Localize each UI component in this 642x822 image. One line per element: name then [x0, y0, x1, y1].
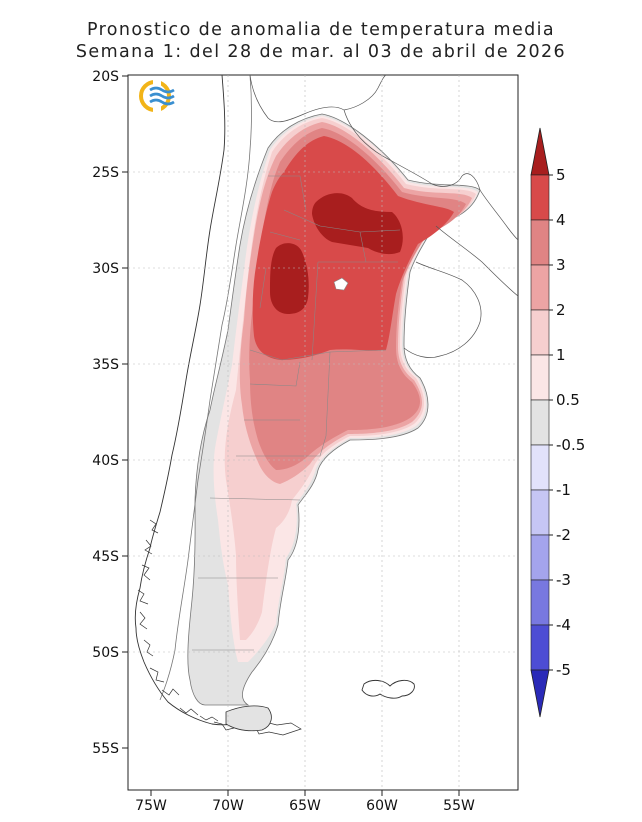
colorbar-label: 1 — [556, 346, 566, 364]
lat-label: 45S — [92, 549, 119, 565]
map-title: Pronostico de anomalia de temperatura me… — [86, 20, 556, 40]
axis-ticks — [122, 75, 460, 796]
lon-label: 60W — [366, 798, 398, 814]
colorbar-bin — [530, 534, 550, 581]
map-field — [128, 75, 518, 790]
lat-label: 35S — [92, 357, 119, 373]
lon-label: 75W — [135, 798, 167, 814]
colorbar-bin — [530, 444, 550, 491]
colorbar-label: -0.5 — [556, 436, 585, 454]
colorbar-label: 5 — [556, 166, 566, 184]
latitude-labels: 20S 25S 30S 35S 40S 45S 50S 55S — [92, 69, 119, 757]
chile-coastline — [134, 75, 251, 726]
colorbar-bin — [530, 219, 550, 266]
paraguay-border — [343, 75, 463, 187]
anomaly-zone-5-west — [270, 243, 309, 314]
tierra-del-fuego — [225, 705, 272, 732]
uruguay-border — [403, 261, 482, 358]
colorbar-bin — [530, 309, 550, 356]
colorbar-label: 0.5 — [556, 391, 580, 409]
colorbar-bin — [530, 174, 550, 221]
weather-service-logo-icon — [139, 80, 175, 112]
lat-label: 25S — [92, 165, 119, 181]
colorbar-bin — [530, 264, 550, 311]
longitude-labels: 75W 70W 65W 60W 55W — [135, 798, 475, 814]
lon-label: 65W — [289, 798, 321, 814]
chile-islands — [137, 519, 302, 736]
brazil-border — [435, 173, 518, 297]
chile-outline — [159, 75, 252, 701]
anomaly-zone-5-north — [312, 193, 403, 255]
colorbar-bottom-arrow — [530, 669, 550, 718]
malvinas-islands — [361, 679, 415, 699]
no-data-patch — [333, 277, 349, 291]
colorbar-bin — [530, 489, 550, 536]
lat-label: 55S — [92, 741, 119, 757]
colorbar-label: -4 — [556, 616, 571, 634]
colorbar-label: 4 — [556, 211, 566, 229]
colorbar-label: -1 — [556, 481, 571, 499]
province-borders — [192, 175, 401, 651]
graticule — [128, 75, 518, 790]
lat-label: 20S — [92, 69, 119, 85]
colorbar-bin — [530, 624, 550, 671]
colorbar-label: -2 — [556, 526, 571, 544]
lon-label: 70W — [212, 798, 244, 814]
colorbar-label: 3 — [556, 256, 566, 274]
colorbar-label: 2 — [556, 301, 566, 319]
colorbar-top-arrow — [530, 127, 550, 176]
colorbar-label: -3 — [556, 571, 571, 589]
colorbar: 5 4 3 2 1 0.5 -0.5 -1 -2 -3 -4 -5 — [530, 127, 585, 718]
lat-label: 30S — [92, 261, 119, 277]
lat-label: 50S — [92, 645, 119, 661]
map-subtitle: Semana 1: del 28 de mar. al 03 de abril … — [75, 42, 567, 62]
bolivia-border — [249, 75, 345, 123]
colorbar-label: -5 — [556, 661, 571, 679]
colorbar-bin — [530, 399, 550, 446]
lon-label: 55W — [443, 798, 475, 814]
colorbar-bin — [530, 354, 550, 401]
colorbar-bin — [530, 579, 550, 626]
lat-label: 40S — [92, 453, 119, 469]
